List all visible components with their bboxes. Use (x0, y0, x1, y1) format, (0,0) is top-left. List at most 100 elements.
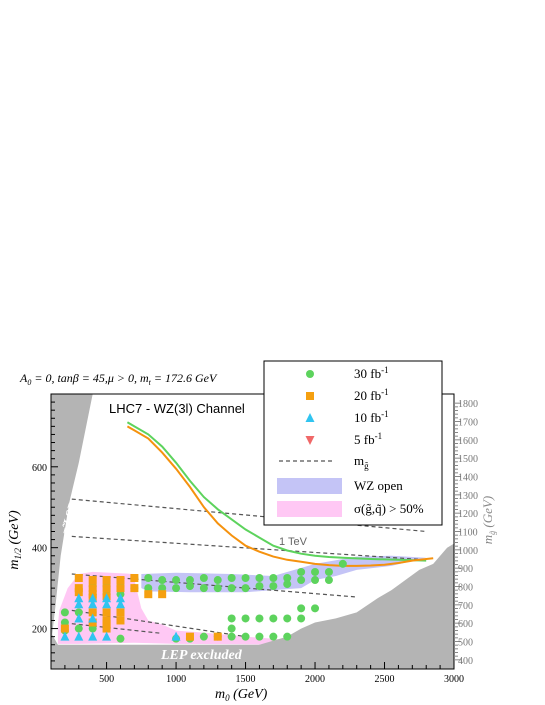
point-square-1 (74, 584, 83, 593)
point-circle-0 (60, 608, 69, 617)
point-triangle-up-2 (74, 613, 84, 623)
legend-label-text: σ(g̃,q̃) > 50% (354, 501, 424, 516)
point-circle-62 (283, 614, 292, 623)
point-circle-39 (283, 580, 292, 589)
gluino-mass-line-2 (71, 573, 357, 598)
legend-label-2: 10 fb-1 (354, 409, 389, 425)
y2-tick-label: 1600 (458, 436, 478, 447)
legend-label-sup: -1 (375, 431, 383, 441)
point-circle-22 (158, 576, 167, 585)
data-points (60, 559, 347, 643)
gluino-mass-line-3 (71, 609, 246, 638)
y2-tick-label: 500 (458, 638, 473, 649)
point-square-10 (116, 576, 125, 585)
point-circle-65 (311, 604, 320, 613)
point-triangle-up-7 (102, 593, 112, 603)
x-tick-label: 2000 (305, 674, 325, 685)
point-square-11 (116, 584, 125, 593)
point-square-4 (88, 584, 97, 593)
bottom-right-excluded-region (203, 543, 454, 669)
point-square-2 (74, 588, 83, 597)
legend-label-sup: -1 (381, 387, 389, 397)
point-circle-23 (172, 584, 181, 593)
point-circle-57 (255, 632, 264, 641)
y2-tick-label: 400 (458, 656, 473, 667)
legend-label-text: 20 fb (354, 388, 381, 403)
point-circle-20 (144, 574, 153, 583)
point-circle-25 (185, 582, 194, 591)
point-square-3 (88, 576, 97, 585)
point-circle-54 (227, 614, 236, 623)
point-circle-1 (60, 618, 69, 627)
point-triangle-up-6 (102, 599, 112, 609)
point-triangle-up-9 (115, 599, 125, 609)
y2-tick-label: 600 (458, 619, 473, 630)
legend-label-text: 5 fb (354, 432, 375, 447)
x-axis-ticks: 500 1000 1500 2000 2500 3000 (64, 662, 464, 685)
legend-swatch-triangle-up (305, 413, 315, 422)
legend: 30 fb-120 fb-110 fb-15 fb-1mg̃WZ openσ(g… (263, 360, 443, 526)
legend-label-5: WZ open (354, 478, 403, 493)
point-square-7 (102, 576, 111, 585)
y2-tick-label: 1700 (458, 418, 478, 429)
one-tev-label: 1 TeV (279, 536, 308, 548)
y2-tick-label: 900 (458, 564, 473, 575)
point-circle-59 (269, 632, 278, 641)
point-square-20 (102, 620, 111, 629)
chart-title: LHC7 - WZ(3l) Channel (109, 401, 245, 416)
point-circle-34 (241, 574, 250, 583)
point-circle-32 (227, 574, 236, 583)
point-circle-5 (88, 624, 97, 633)
point-square-21 (116, 616, 125, 625)
point-triangle-up-4 (88, 599, 98, 609)
point-triangle-up-13 (171, 631, 181, 641)
gluino-mass-contours (71, 498, 427, 638)
legend-label-sub: g̃ (364, 461, 369, 471)
y2-tick-label: 1100 (458, 528, 478, 539)
gluino-mass-line-4 (71, 623, 163, 634)
point-circle-45 (324, 576, 333, 585)
point-triangle-up-8 (115, 593, 125, 603)
legend-swatch-circle (306, 370, 314, 378)
legend-label-4: mg̃ (354, 453, 369, 471)
y2-tick-label: 1300 (458, 491, 478, 502)
point-circle-46 (324, 567, 333, 576)
point-circle-55 (241, 632, 250, 641)
legend-label-text: 30 fb (354, 366, 381, 381)
point-circle-4 (74, 624, 83, 633)
point-triangle-up-0 (74, 593, 84, 603)
gluino-mass-line-0 (71, 498, 427, 533)
point-square-23 (60, 624, 69, 633)
y-axis-label: m1/2 (GeV) (7, 510, 23, 570)
point-circle-24 (172, 576, 181, 585)
reach-curve-green (126, 421, 427, 562)
point-circle-35 (255, 582, 264, 591)
point-square-12 (130, 584, 139, 593)
point-circle-61 (283, 632, 292, 641)
point-circle-53 (227, 624, 236, 633)
legend-label-text: WZ open (354, 478, 403, 493)
legend-label-6: σ(g̃,q̃) > 50% (354, 501, 424, 516)
y2-axis-label: mg̃ (GeV) (480, 496, 497, 544)
point-triangle-up-11 (88, 631, 98, 641)
point-square-13 (130, 574, 139, 583)
x-tick-label: 1000 (166, 674, 186, 685)
point-triangle-up-12 (102, 631, 112, 641)
y-axis-ticks: 200 400 600 (32, 393, 58, 670)
point-square-16 (88, 608, 97, 617)
legend-label-0: 30 fb-1 (354, 365, 389, 381)
reach-curves (126, 421, 434, 567)
legend-items: 30 fb-120 fb-110 fb-15 fb-1mg̃WZ openσ(g… (277, 365, 424, 517)
point-circle-3 (74, 608, 83, 617)
y-tick-label: 200 (32, 625, 47, 636)
y2-tick-label: 800 (458, 583, 473, 594)
wz-open-band-region (141, 555, 427, 593)
y2-tick-label: 1200 (458, 509, 478, 520)
legend-swatch-triangle-down (305, 436, 315, 445)
chart-header: A0 = 0, tanβ = 45,μ > 0, mt = 172.6 GeV (19, 371, 218, 387)
legend-label-text: m (354, 453, 364, 468)
point-triangle-up-3 (88, 593, 98, 603)
point-circle-43 (311, 576, 320, 585)
reach-curve-orange (126, 425, 434, 567)
